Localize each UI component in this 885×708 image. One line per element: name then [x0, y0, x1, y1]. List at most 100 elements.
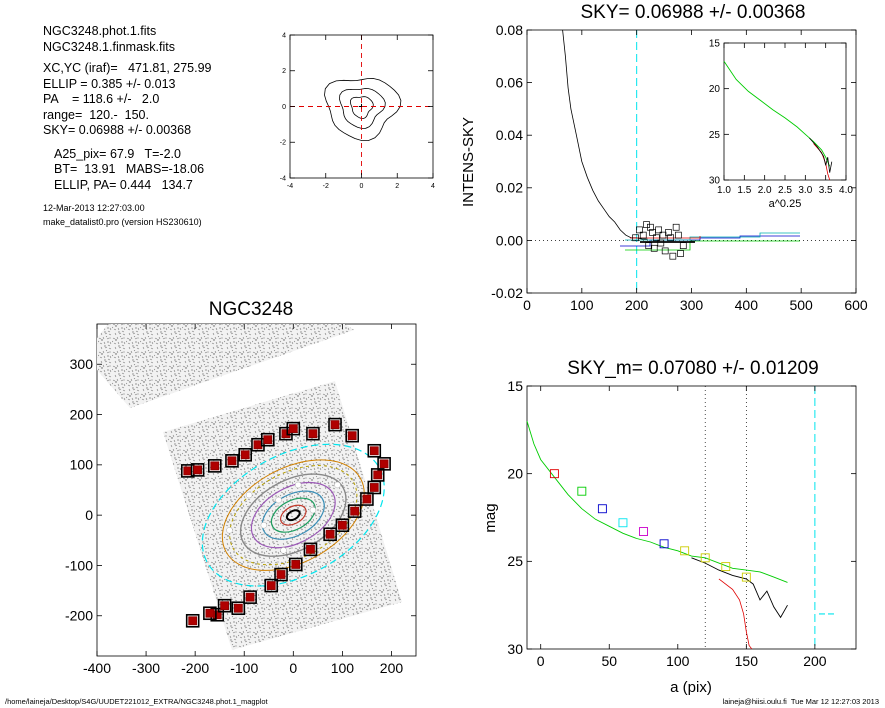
y-tick-label: 0.08: [496, 22, 523, 38]
x-tick-label: 0: [523, 297, 531, 313]
isophote-ellipse: [279, 504, 307, 526]
mask-box-outer: [225, 454, 239, 468]
mag-series-black: [691, 557, 788, 619]
info-line: SKY= 0.06988 +/- 0.00368: [43, 123, 192, 137]
isophote-group: [201, 443, 385, 587]
mask-box-outer: [279, 426, 293, 441]
y-tick-label: 2: [282, 68, 286, 75]
intens-sky-panel: SKY= 0.06988 +/- 0.00368 0 100 200 300 400 50…: [460, 2, 868, 313]
mask-box-outer: [207, 459, 222, 473]
info-line: PA = 118.6 +/- 2.0: [43, 92, 160, 106]
chart-title: NGC3248: [209, 299, 294, 320]
mask-box-inner: [227, 456, 237, 466]
mask-box-outer: [303, 542, 318, 557]
mag-square: [700, 553, 710, 563]
info-line: range= 120.- 150.: [43, 107, 149, 122]
mask-box-inner: [263, 435, 273, 445]
mask-box-outer: [288, 557, 303, 572]
footer-path: /home/laineja/Desktop/S4G/UUDET221012_EX…: [5, 697, 268, 706]
y-axis-label: INTENS-SKY: [460, 117, 477, 207]
mask-box-outer: [328, 417, 342, 432]
x-tick-label: 2: [395, 183, 399, 190]
mask-box-outer: [260, 432, 275, 447]
contour-panel: -4 -2 0 2 4 4 2 0 -2 -4: [280, 32, 435, 190]
mask-box-inner: [253, 440, 263, 450]
mask-box-outer: [323, 527, 337, 542]
mag-profile-panel: SKY_m= 0.07080 +/- 0.01209 0 50 100 150 200 1…: [482, 358, 857, 696]
sky-sample-square: [677, 250, 684, 257]
mask-box-outer: [345, 428, 360, 443]
x-tick-label: 200: [625, 297, 649, 313]
mag-square: [549, 469, 559, 479]
x-tick-label: -2: [323, 183, 329, 190]
sky-sample-square: [667, 234, 675, 242]
y-tick-label: -200: [65, 608, 93, 624]
mag-square: [741, 572, 751, 582]
mask-box-outer: [360, 492, 374, 506]
mask-boxes: [180, 417, 391, 628]
mask-box-outer: [286, 421, 301, 436]
mask-box-inner: [379, 459, 389, 469]
mask-box-inner: [288, 424, 298, 434]
x-tick-label: 150: [735, 653, 759, 669]
x-tick-label: 4: [431, 183, 435, 190]
isophote-ellipse: [250, 481, 336, 549]
mask-box-inner: [193, 465, 203, 475]
info-line: BT= 13.91 MABS=-18.06: [54, 162, 205, 176]
sky-sample-square: [655, 226, 662, 234]
range-lines: [704, 386, 816, 649]
y-tick-label: -0.02: [491, 285, 523, 301]
y-tick-label: 20: [507, 466, 523, 482]
sky-sample-square: [636, 226, 643, 234]
y-tick-label: 0: [85, 507, 93, 523]
mask-box-inner: [373, 470, 383, 480]
x-tick-label: 300: [680, 297, 704, 313]
x-tick-label: -100: [230, 660, 258, 676]
y-tick-label: -100: [65, 557, 93, 573]
mask-box-inner: [308, 429, 318, 439]
isophote-ellipse: [261, 490, 325, 540]
mask-box-outer: [367, 443, 382, 458]
mask-box-outer: [335, 518, 350, 533]
x-tick-label: 2.5: [778, 185, 792, 196]
mask-box-inner: [330, 420, 340, 430]
y-tick-label: 30: [709, 176, 721, 187]
sky-sample-square: [643, 221, 650, 228]
y-tick-label: 15: [507, 378, 523, 394]
mask-box-inner: [347, 431, 357, 441]
mask-box-outer: [238, 447, 253, 462]
intensity-profile: [562, 29, 648, 240]
x-tick-label: 500: [789, 297, 813, 313]
mask-box-inner: [245, 592, 255, 602]
masked-star: [334, 481, 341, 489]
info-block: NGC3248.phot.1.fits NGC3248.1.finmask.fi…: [43, 24, 212, 228]
sky-sample-square: [669, 252, 677, 260]
x-tick-label: 0: [360, 183, 364, 190]
sky-sample-square: [661, 247, 669, 255]
mask-box-inner: [220, 601, 230, 611]
info-line: ELLIP, PA= 0.444 134.7: [54, 177, 193, 192]
mask-box-inner: [369, 446, 379, 456]
inset-x-label: a^0.25: [769, 198, 802, 210]
x-tick-label: 100: [666, 653, 690, 669]
x-tick-label: 200: [380, 660, 404, 676]
y-tick-label: -2: [280, 140, 286, 147]
x-tick-label: 3.5: [819, 185, 833, 196]
y-tick-label: 100: [70, 457, 94, 473]
x-tick-label: -400: [83, 660, 111, 676]
isophote-ellipse: [285, 509, 301, 522]
mask-box-outer: [306, 426, 320, 441]
mag-series-green: [526, 420, 788, 583]
sky-series-cyan: [625, 232, 800, 241]
x-tick-label: 0: [289, 660, 297, 676]
x-tick-label: 100: [331, 660, 355, 676]
y-tick-label: 15: [709, 39, 721, 50]
masked-star: [245, 491, 253, 499]
mask-box-inner: [266, 581, 276, 590]
mag-square: [597, 504, 607, 514]
y-tick-label: -4: [280, 175, 286, 182]
y-tick-label: 200: [70, 406, 94, 422]
info-line: XC,YC (iraf)= 471.81, 275.99: [43, 61, 212, 75]
y-tick-label: 0.00: [496, 232, 523, 248]
